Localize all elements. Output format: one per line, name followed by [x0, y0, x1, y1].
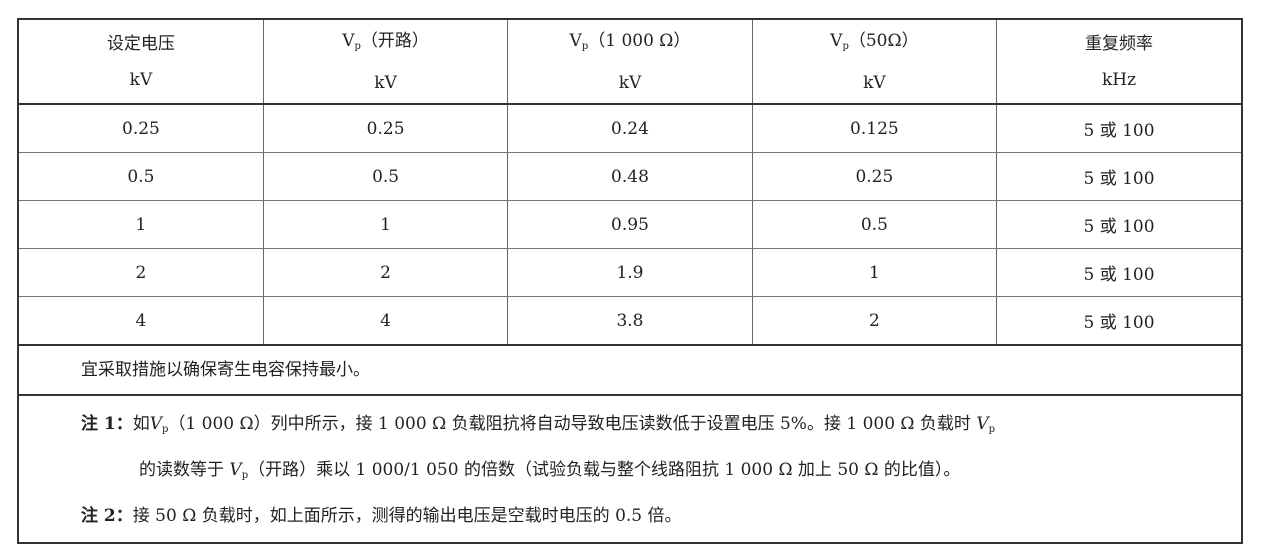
table-cell: 3.8: [507, 296, 753, 346]
table-cell: 1.9: [507, 248, 753, 297]
table-cell: 0.25: [263, 104, 509, 153]
table-cell: 5 或 100: [996, 248, 1241, 297]
header-unit: kV: [129, 69, 153, 90]
table-row: 0.25 0.25 0.24 0.125 5 或 100: [19, 104, 1241, 153]
table-cell: 2: [263, 248, 509, 297]
table-row: 0.5 0.5 0.48 0.25 5 或 100: [19, 152, 1241, 201]
table-row: 4 4 3.8 2 5 或 100: [19, 296, 1241, 346]
header-vp-1000: Vp（1 000 Ω） kV: [507, 20, 753, 105]
table-cell: 4: [19, 296, 264, 346]
header-text: 重复频率: [1085, 33, 1154, 54]
note-1-continued: 的读数等于 Vp（开路）乘以 1 000/1 050 的倍数（试验负载与整个线路…: [139, 460, 961, 481]
header-set-voltage: 设定电压 kV: [19, 20, 264, 105]
header-unit: kV: [618, 72, 642, 93]
note-2: 注 2：接 50 Ω 负载时，如上面所示，测得的输出电压是空载时电压的 0.5 …: [81, 506, 682, 526]
header-text: 设定电压: [106, 33, 175, 54]
table-row: 1 1 0.95 0.5 5 或 100: [19, 200, 1241, 249]
header-text: Vp（开路）: [342, 30, 429, 52]
table-row: 2 2 1.9 1 5 或 100: [19, 248, 1241, 297]
notes: 注 1：如Vp（1 000 Ω）列中所示，接 1 000 Ω 负载阻抗将自动导致…: [19, 396, 1241, 542]
table-cell: 0.25: [19, 104, 264, 153]
header-unit: kHz: [1101, 69, 1137, 90]
remark-row: 宜采取措施以确保寄生电容保持最小。: [19, 346, 1241, 396]
header-text: Vp（1 000 Ω）: [569, 30, 691, 52]
table-cell: 0.25: [752, 152, 998, 201]
table-cell: 0.5: [263, 152, 509, 201]
table-cell: 1: [263, 200, 509, 249]
note-1: 注 1：如Vp（1 000 Ω）列中所示，接 1 000 Ω 负载阻抗将自动导致…: [81, 414, 996, 435]
table-cell: 0.95: [507, 200, 753, 249]
table-cell: 0.24: [507, 104, 753, 153]
header-text: Vp（50Ω）: [830, 30, 919, 52]
table-cell: 0.5: [19, 152, 264, 201]
table-cell: 0.48: [507, 152, 753, 201]
table-cell: 5 或 100: [996, 296, 1241, 346]
table-cell: 1: [752, 248, 998, 297]
table-cell: 0.5: [752, 200, 998, 249]
table-header-row: 设定电压 kV Vp（开路） kV Vp（1 000 Ω） kV Vp（50Ω） kV …: [19, 20, 1241, 105]
table-cell: 4: [263, 296, 509, 346]
table-cell: 5 或 100: [996, 152, 1241, 201]
header-unit: kV: [863, 72, 886, 93]
table-cell: 5 或 100: [996, 104, 1241, 153]
table-cell: 2: [19, 248, 264, 297]
header-frequency: 重复频率 kHz: [996, 20, 1241, 105]
table-cell: 1: [19, 200, 264, 249]
table-cell: 0.125: [752, 104, 998, 153]
voltage-table: 设定电压 kV Vp（开路） kV Vp（1 000 Ω） kV Vp（50Ω） kV …: [17, 18, 1243, 544]
table-cell: 5 或 100: [996, 200, 1241, 249]
header-vp-open: Vp（开路） kV: [263, 20, 509, 105]
table-cell: 2: [752, 296, 998, 346]
header-vp-50: Vp（50Ω） kV: [752, 20, 998, 105]
header-unit: kV: [374, 72, 397, 93]
